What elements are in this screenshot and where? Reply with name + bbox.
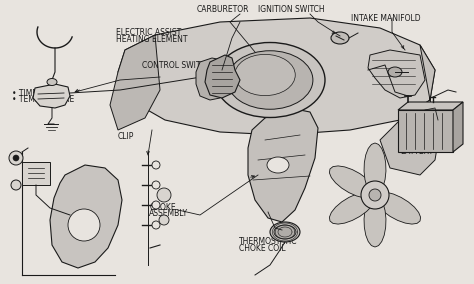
Text: HEATING ELEMENT: HEATING ELEMENT	[116, 35, 188, 44]
Text: ASSEMBLY: ASSEMBLY	[149, 209, 189, 218]
Ellipse shape	[331, 32, 349, 44]
Text: INTAKE MANIFOLD: INTAKE MANIFOLD	[351, 14, 420, 23]
Circle shape	[152, 181, 160, 189]
Text: ELECTRIC ASSIST: ELECTRIC ASSIST	[116, 28, 182, 37]
Polygon shape	[196, 58, 225, 100]
Ellipse shape	[227, 51, 313, 109]
Text: CLIP: CLIP	[118, 132, 134, 141]
Polygon shape	[118, 18, 435, 135]
Circle shape	[152, 161, 160, 169]
Text: THERMOSTATIC: THERMOSTATIC	[239, 237, 298, 247]
Polygon shape	[364, 143, 386, 195]
Circle shape	[68, 209, 100, 241]
Polygon shape	[205, 55, 240, 98]
Text: BATTERY: BATTERY	[401, 147, 434, 156]
Polygon shape	[368, 50, 425, 98]
Circle shape	[369, 189, 381, 201]
Polygon shape	[248, 108, 318, 222]
Polygon shape	[398, 110, 453, 152]
Ellipse shape	[388, 67, 402, 77]
Polygon shape	[453, 102, 463, 152]
Circle shape	[11, 180, 21, 190]
Text: CARBURETOR: CARBURETOR	[197, 5, 249, 14]
Polygon shape	[398, 102, 463, 110]
Ellipse shape	[235, 54, 295, 96]
Polygon shape	[329, 166, 375, 198]
Ellipse shape	[47, 78, 57, 85]
Circle shape	[9, 151, 23, 165]
Polygon shape	[380, 45, 440, 175]
Ellipse shape	[274, 225, 296, 239]
Text: • TEMPERATURE: • TEMPERATURE	[12, 95, 74, 105]
Circle shape	[152, 201, 160, 209]
Polygon shape	[329, 192, 375, 224]
Polygon shape	[110, 35, 160, 130]
Polygon shape	[364, 195, 386, 247]
Circle shape	[157, 188, 171, 202]
Text: IGNITION SWITCH: IGNITION SWITCH	[258, 5, 325, 14]
Circle shape	[159, 215, 169, 225]
Ellipse shape	[267, 157, 289, 173]
Circle shape	[13, 155, 19, 161]
Ellipse shape	[215, 43, 325, 118]
Polygon shape	[374, 192, 420, 224]
Circle shape	[152, 221, 160, 229]
Polygon shape	[22, 162, 50, 185]
Polygon shape	[33, 84, 70, 108]
Text: CHOKE: CHOKE	[149, 203, 176, 212]
Text: CONTROL SWITCH: CONTROL SWITCH	[142, 61, 211, 70]
Text: CHOKE COIL: CHOKE COIL	[239, 244, 286, 253]
Text: • TIME: • TIME	[12, 89, 37, 98]
Ellipse shape	[270, 222, 300, 242]
Circle shape	[361, 181, 389, 209]
Polygon shape	[50, 165, 122, 268]
